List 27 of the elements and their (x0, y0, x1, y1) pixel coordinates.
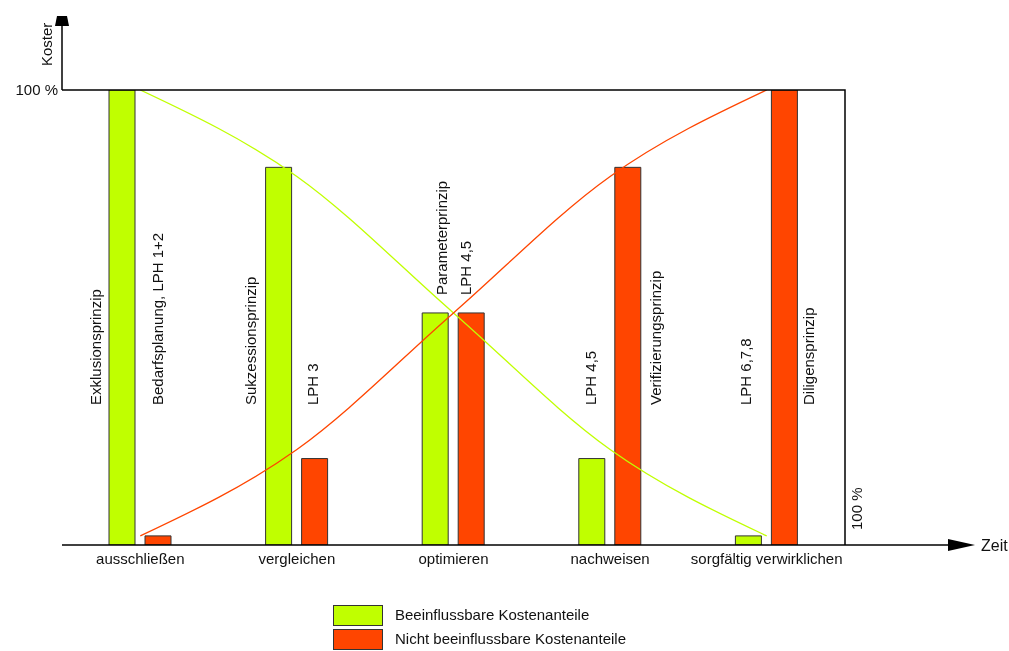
bar (770, 90, 798, 545)
x-tick-label: optimieren (418, 549, 489, 567)
y-axis-title: Koster (38, 22, 55, 66)
bar (457, 312, 485, 545)
bar (421, 312, 449, 545)
bar (578, 458, 606, 545)
text: Zeit (981, 537, 1009, 554)
bar (108, 90, 136, 545)
annotation: LPH 4,5 (457, 240, 474, 295)
text: 100 % (15, 81, 58, 98)
x-tick-label: ausschließen (96, 549, 185, 567)
annotation: LPH 3 (304, 363, 321, 405)
text: 100 % (848, 487, 865, 530)
annotation: Verifizierungsprinzip (647, 270, 664, 405)
x-tick-label: vergleichen (258, 549, 336, 567)
annotation: Sukzessionsprinzip (242, 276, 259, 405)
annotation: Diligensprinzip (800, 307, 817, 405)
x-tick-label: sorgfältig verwirklichen (690, 549, 843, 567)
annotation: Bedarfsplanung, LPH 1+2 (149, 232, 166, 405)
legend-label: Beeinflussbare Kostenanteile (395, 605, 590, 625)
bar (301, 458, 329, 545)
annotation: LPH 6,7,8 (737, 338, 754, 405)
annotation: LPH 4,5 (582, 350, 599, 405)
annotation: Exklusionsprinzip (87, 289, 104, 405)
legend-label: Nicht beeinflussbare Kostenanteile (395, 629, 626, 649)
x-tick-label: nachweisen (570, 549, 650, 567)
annotation: Parameterprinzip (433, 180, 450, 295)
